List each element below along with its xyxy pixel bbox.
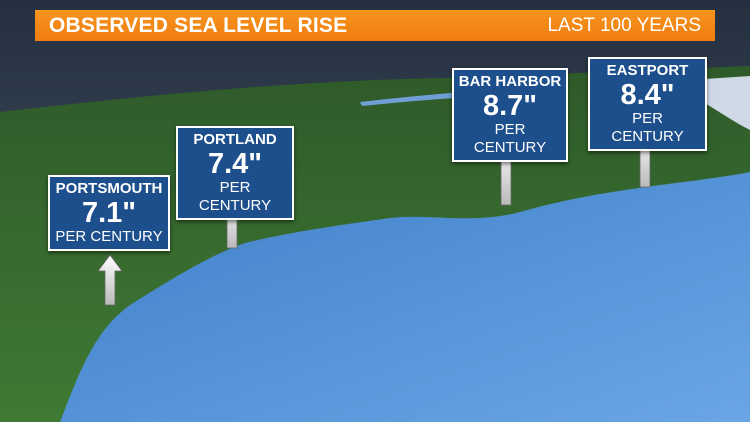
station-name: BAR HARBOR xyxy=(458,73,562,90)
title: OBSERVED SEA LEVEL RISE xyxy=(49,13,348,37)
ocean xyxy=(60,172,750,422)
up-arrow xyxy=(97,254,123,306)
station-name: PORTLAND xyxy=(193,131,277,148)
banner: OBSERVED SEA LEVEL RISE LAST 100 YEARS xyxy=(35,10,715,41)
subtitle: LAST 100 YEARS xyxy=(547,14,701,36)
station-label: EASTPORT 8.4" PER CENTURY xyxy=(588,57,707,151)
station-value: 7.4" xyxy=(207,148,263,180)
station-label: PORTLAND 7.4" PER CENTURY xyxy=(176,126,294,220)
station-unit: PER CENTURY xyxy=(55,228,163,245)
station-label: BAR HARBOR 8.7" PER CENTURY xyxy=(452,68,568,162)
station-name: EASTPORT xyxy=(606,62,689,79)
station-name: PORTSMOUTH xyxy=(55,180,163,197)
station-value: 8.7" xyxy=(482,90,538,122)
station-value: 7.1" xyxy=(81,197,137,229)
station-unit: PER CENTURY xyxy=(473,121,547,156)
station-unit: PER CENTURY xyxy=(198,179,272,214)
station-value: 8.4" xyxy=(620,79,675,111)
station-label: PORTSMOUTH 7.1" PER CENTURY xyxy=(48,175,170,251)
station-unit: PER CENTURY xyxy=(611,110,684,145)
